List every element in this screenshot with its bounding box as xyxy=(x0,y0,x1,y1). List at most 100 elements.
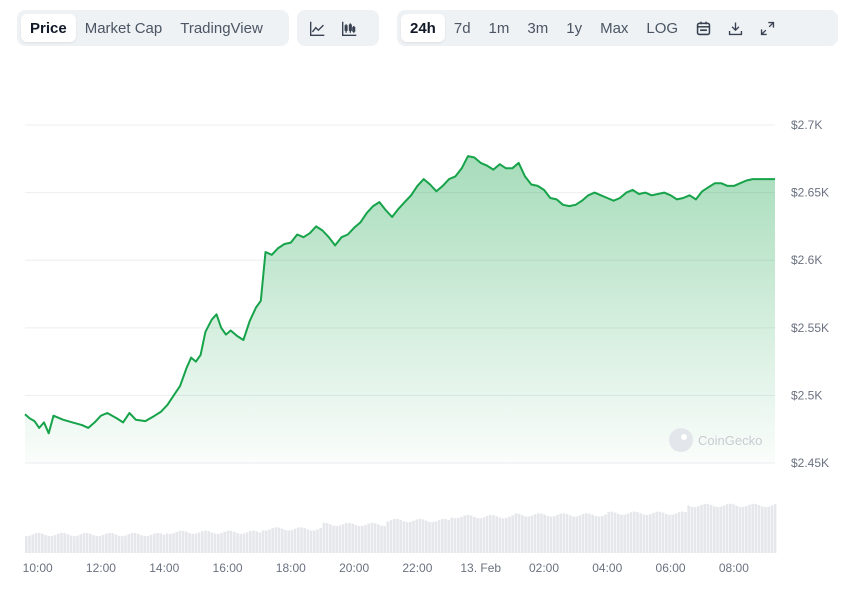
volume-bar xyxy=(341,524,345,553)
volume-bar xyxy=(569,515,572,553)
volume-bar xyxy=(85,532,89,553)
volume-bar xyxy=(172,533,175,553)
volume-bar xyxy=(316,529,319,553)
y-axis-labels: $2.45K $2.5K $2.55K $2.6K $2.65K $2.7K xyxy=(791,118,829,470)
range-24h[interactable]: 24h xyxy=(401,14,445,42)
volume-bar xyxy=(716,507,719,553)
volume-bar xyxy=(540,513,543,553)
volume-bar xyxy=(210,532,214,553)
volume-bar xyxy=(748,504,751,553)
volume-bar xyxy=(773,504,777,553)
range-3m[interactable]: 3m xyxy=(527,19,549,37)
volume-bar xyxy=(313,530,316,553)
volume-bar xyxy=(479,518,482,553)
line-chart-button[interactable] xyxy=(301,14,333,42)
volume-bar xyxy=(533,514,537,553)
volume-bar xyxy=(293,528,297,553)
volume-bar xyxy=(79,534,82,553)
volume-bar xyxy=(121,536,124,553)
range-max[interactable]: Max xyxy=(600,19,629,37)
volume-bar xyxy=(309,530,313,553)
tab-price[interactable]: Price xyxy=(21,14,76,42)
volume-bar xyxy=(620,514,623,553)
line-chart-icon xyxy=(309,21,324,36)
volume-bar xyxy=(402,521,406,553)
volume-bar xyxy=(220,533,223,553)
y-tick-label: $2.55K xyxy=(791,321,829,335)
volume-bar xyxy=(610,511,614,553)
volume-bar xyxy=(284,529,287,553)
volume-bar xyxy=(178,530,182,553)
volume-bar xyxy=(405,522,409,553)
volume-bar xyxy=(428,521,431,553)
volume-bar xyxy=(386,521,390,553)
volume-bar xyxy=(434,521,438,553)
volume-bar xyxy=(325,523,329,553)
volume-bar xyxy=(677,512,681,553)
tab-tradingview[interactable]: TradingView xyxy=(180,19,263,37)
volume-bar xyxy=(181,530,185,553)
volume-bar xyxy=(607,511,610,553)
range-1y[interactable]: 1y xyxy=(566,19,583,37)
volume-bar xyxy=(277,527,281,553)
volume-bar xyxy=(495,516,498,553)
download-button[interactable] xyxy=(719,14,751,42)
candlestick-chart-button[interactable] xyxy=(333,14,365,42)
volume-bar xyxy=(661,512,665,553)
volume-bar xyxy=(213,533,217,553)
volume-bar xyxy=(537,513,540,553)
volume-bar xyxy=(31,534,34,553)
volume-bar xyxy=(633,511,636,553)
x-tick-label: 20:00 xyxy=(339,561,369,575)
volume-bar xyxy=(249,531,252,553)
volume-bar xyxy=(149,534,153,553)
volume-bar xyxy=(636,511,639,553)
volume-bars xyxy=(25,503,777,553)
log-scale-toggle[interactable]: LOG xyxy=(646,19,679,37)
volume-bar xyxy=(111,533,114,553)
volume-bar xyxy=(690,506,694,553)
volume-bar xyxy=(565,514,569,553)
volume-bar xyxy=(751,503,754,553)
volume-bar xyxy=(239,533,242,553)
x-tick-label: 04:00 xyxy=(592,561,622,575)
volume-bar xyxy=(108,532,111,553)
volume-bar xyxy=(588,513,591,553)
volume-bar xyxy=(617,513,620,553)
volume-bar xyxy=(524,516,527,553)
volume-bar xyxy=(98,536,102,553)
volume-bar xyxy=(505,517,508,553)
volume-bar xyxy=(514,513,518,553)
watermark-text: CoinGecko xyxy=(698,433,762,448)
range-7d[interactable]: 7d xyxy=(453,19,471,37)
volume-bar xyxy=(437,520,441,553)
volume-bar xyxy=(89,533,92,553)
range-1m[interactable]: 1m xyxy=(488,19,510,37)
volume-bar xyxy=(623,514,626,553)
expand-button[interactable] xyxy=(751,14,783,42)
volume-bar xyxy=(642,514,646,553)
volume-bar xyxy=(450,517,454,553)
volume-bar xyxy=(194,533,198,553)
volume-bar xyxy=(745,506,748,553)
volume-bar xyxy=(613,512,617,553)
volume-bar xyxy=(469,515,473,553)
volume-bar xyxy=(223,531,226,553)
volume-bar xyxy=(473,516,476,553)
tab-market-cap[interactable]: Market Cap xyxy=(84,19,163,37)
calendar-button[interactable] xyxy=(687,14,719,42)
volume-bar xyxy=(597,516,601,553)
volume-bar xyxy=(297,527,300,553)
volume-bar xyxy=(60,532,63,553)
x-tick-label: 18:00 xyxy=(276,561,306,575)
volume-bar xyxy=(393,519,396,553)
download-icon xyxy=(728,22,742,35)
volume-bar xyxy=(741,507,745,553)
volume-bar xyxy=(207,531,210,553)
volume-bar xyxy=(460,516,463,553)
volume-bar xyxy=(706,503,710,553)
volume-bar xyxy=(197,532,201,553)
volume-bar xyxy=(188,533,191,553)
volume-bar xyxy=(146,535,150,553)
